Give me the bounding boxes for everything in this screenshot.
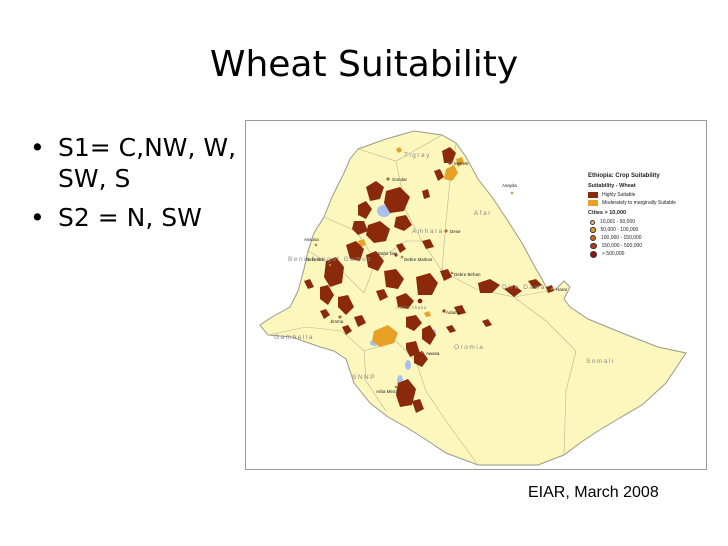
region-label: Afar	[474, 210, 492, 217]
city-label: Arba Minch	[376, 389, 399, 394]
bullet-item: S1= C,NW, W, SW, S	[30, 132, 260, 194]
region-border	[513, 296, 577, 456]
map-svg: Tigray Afar Amhara Benishangul Gumuz Dir…	[259, 130, 687, 466]
legend-item-label: > 500,000	[602, 251, 625, 257]
map-legend: Ethiopia: Crop Suitability Suitability -…	[588, 173, 703, 258]
legend-suitability-label: Suitability - Wheat	[588, 183, 636, 189]
region-border	[441, 142, 457, 272]
legend-item-label: Moderately to marginally Suitable	[602, 200, 676, 206]
city-label: Jimma	[330, 319, 344, 324]
highly-suitable-areas	[304, 147, 554, 413]
source-credit: EIAR, March 2008	[528, 484, 659, 501]
city-label: Nekemte	[306, 257, 325, 262]
region-label: Gambella	[274, 334, 314, 341]
city-markers	[314, 161, 554, 389]
legend-item-label: 100,000 - 150,000	[601, 235, 642, 241]
legend-row: Highly Suitable	[588, 191, 703, 199]
city-class-marker	[590, 242, 597, 250]
region-label: Benishangul Gumuz	[288, 256, 372, 263]
region-border	[307, 250, 377, 294]
city-class-marker	[590, 235, 596, 241]
region-label: Tigray	[404, 152, 431, 159]
city-label: Mekele	[454, 161, 469, 166]
city-label: Debre Markos	[404, 257, 433, 262]
city-label: Asayita	[502, 183, 517, 188]
city-label: Debre Birhan	[454, 272, 481, 277]
city-label: Adama	[446, 310, 461, 315]
city-class-marker	[590, 227, 596, 233]
legend-item-label: 10,001 - 50,000	[600, 219, 636, 225]
map-figure: Tigray Afar Amhara Benishangul Gumuz Dir…	[245, 120, 707, 470]
region-label: Addis Ababa	[396, 305, 427, 310]
city-class-marker	[590, 250, 597, 258]
bullet-list: S1= C,NW, W, SW, S S2 = N, SW	[30, 132, 260, 241]
region-label: Oromia	[454, 344, 484, 351]
lake	[405, 360, 411, 370]
city-class-marker	[590, 219, 595, 225]
city-label: Harar	[556, 287, 568, 292]
legend-row: 10,001 - 50,000	[588, 218, 703, 226]
legend-row: Moderately to marginally Suitable	[588, 199, 703, 207]
region-border	[267, 326, 387, 412]
highly-suitable-swatch	[588, 192, 598, 198]
region-label: Amhara	[412, 228, 444, 235]
legend-row: 100,000 - 150,000	[588, 234, 703, 242]
slide-title: Wheat Suitability	[209, 44, 519, 85]
city-label: Assosa	[304, 237, 319, 242]
legend-item-label: 150,000 - 500,000	[601, 243, 643, 249]
legend-cities-label: Cities > 10,000	[588, 210, 627, 216]
city-label: Dese	[450, 229, 461, 234]
legend-row: > 500,000	[588, 250, 703, 258]
legend-row: 150,000 - 500,000	[588, 242, 703, 250]
legend-item-label: 50,000 - 100,000	[600, 227, 639, 233]
legend-row: 50,000 - 100,000	[588, 226, 703, 234]
region-label: SNNP	[352, 374, 376, 381]
legend-item-label: Highly Suitable	[602, 192, 636, 198]
moderately-suitable-swatch	[588, 200, 598, 206]
city-label: Bahir Dar	[378, 251, 398, 256]
region-label: Dire Dawa	[502, 284, 546, 291]
city-label: Awasa	[426, 351, 440, 356]
bullet-item: S2 = N, SW	[30, 202, 260, 233]
legend-title: Ethiopia: Crop Suitability	[588, 173, 660, 179]
city-label: Gondar	[392, 177, 408, 182]
region-label: Somali	[586, 358, 615, 365]
